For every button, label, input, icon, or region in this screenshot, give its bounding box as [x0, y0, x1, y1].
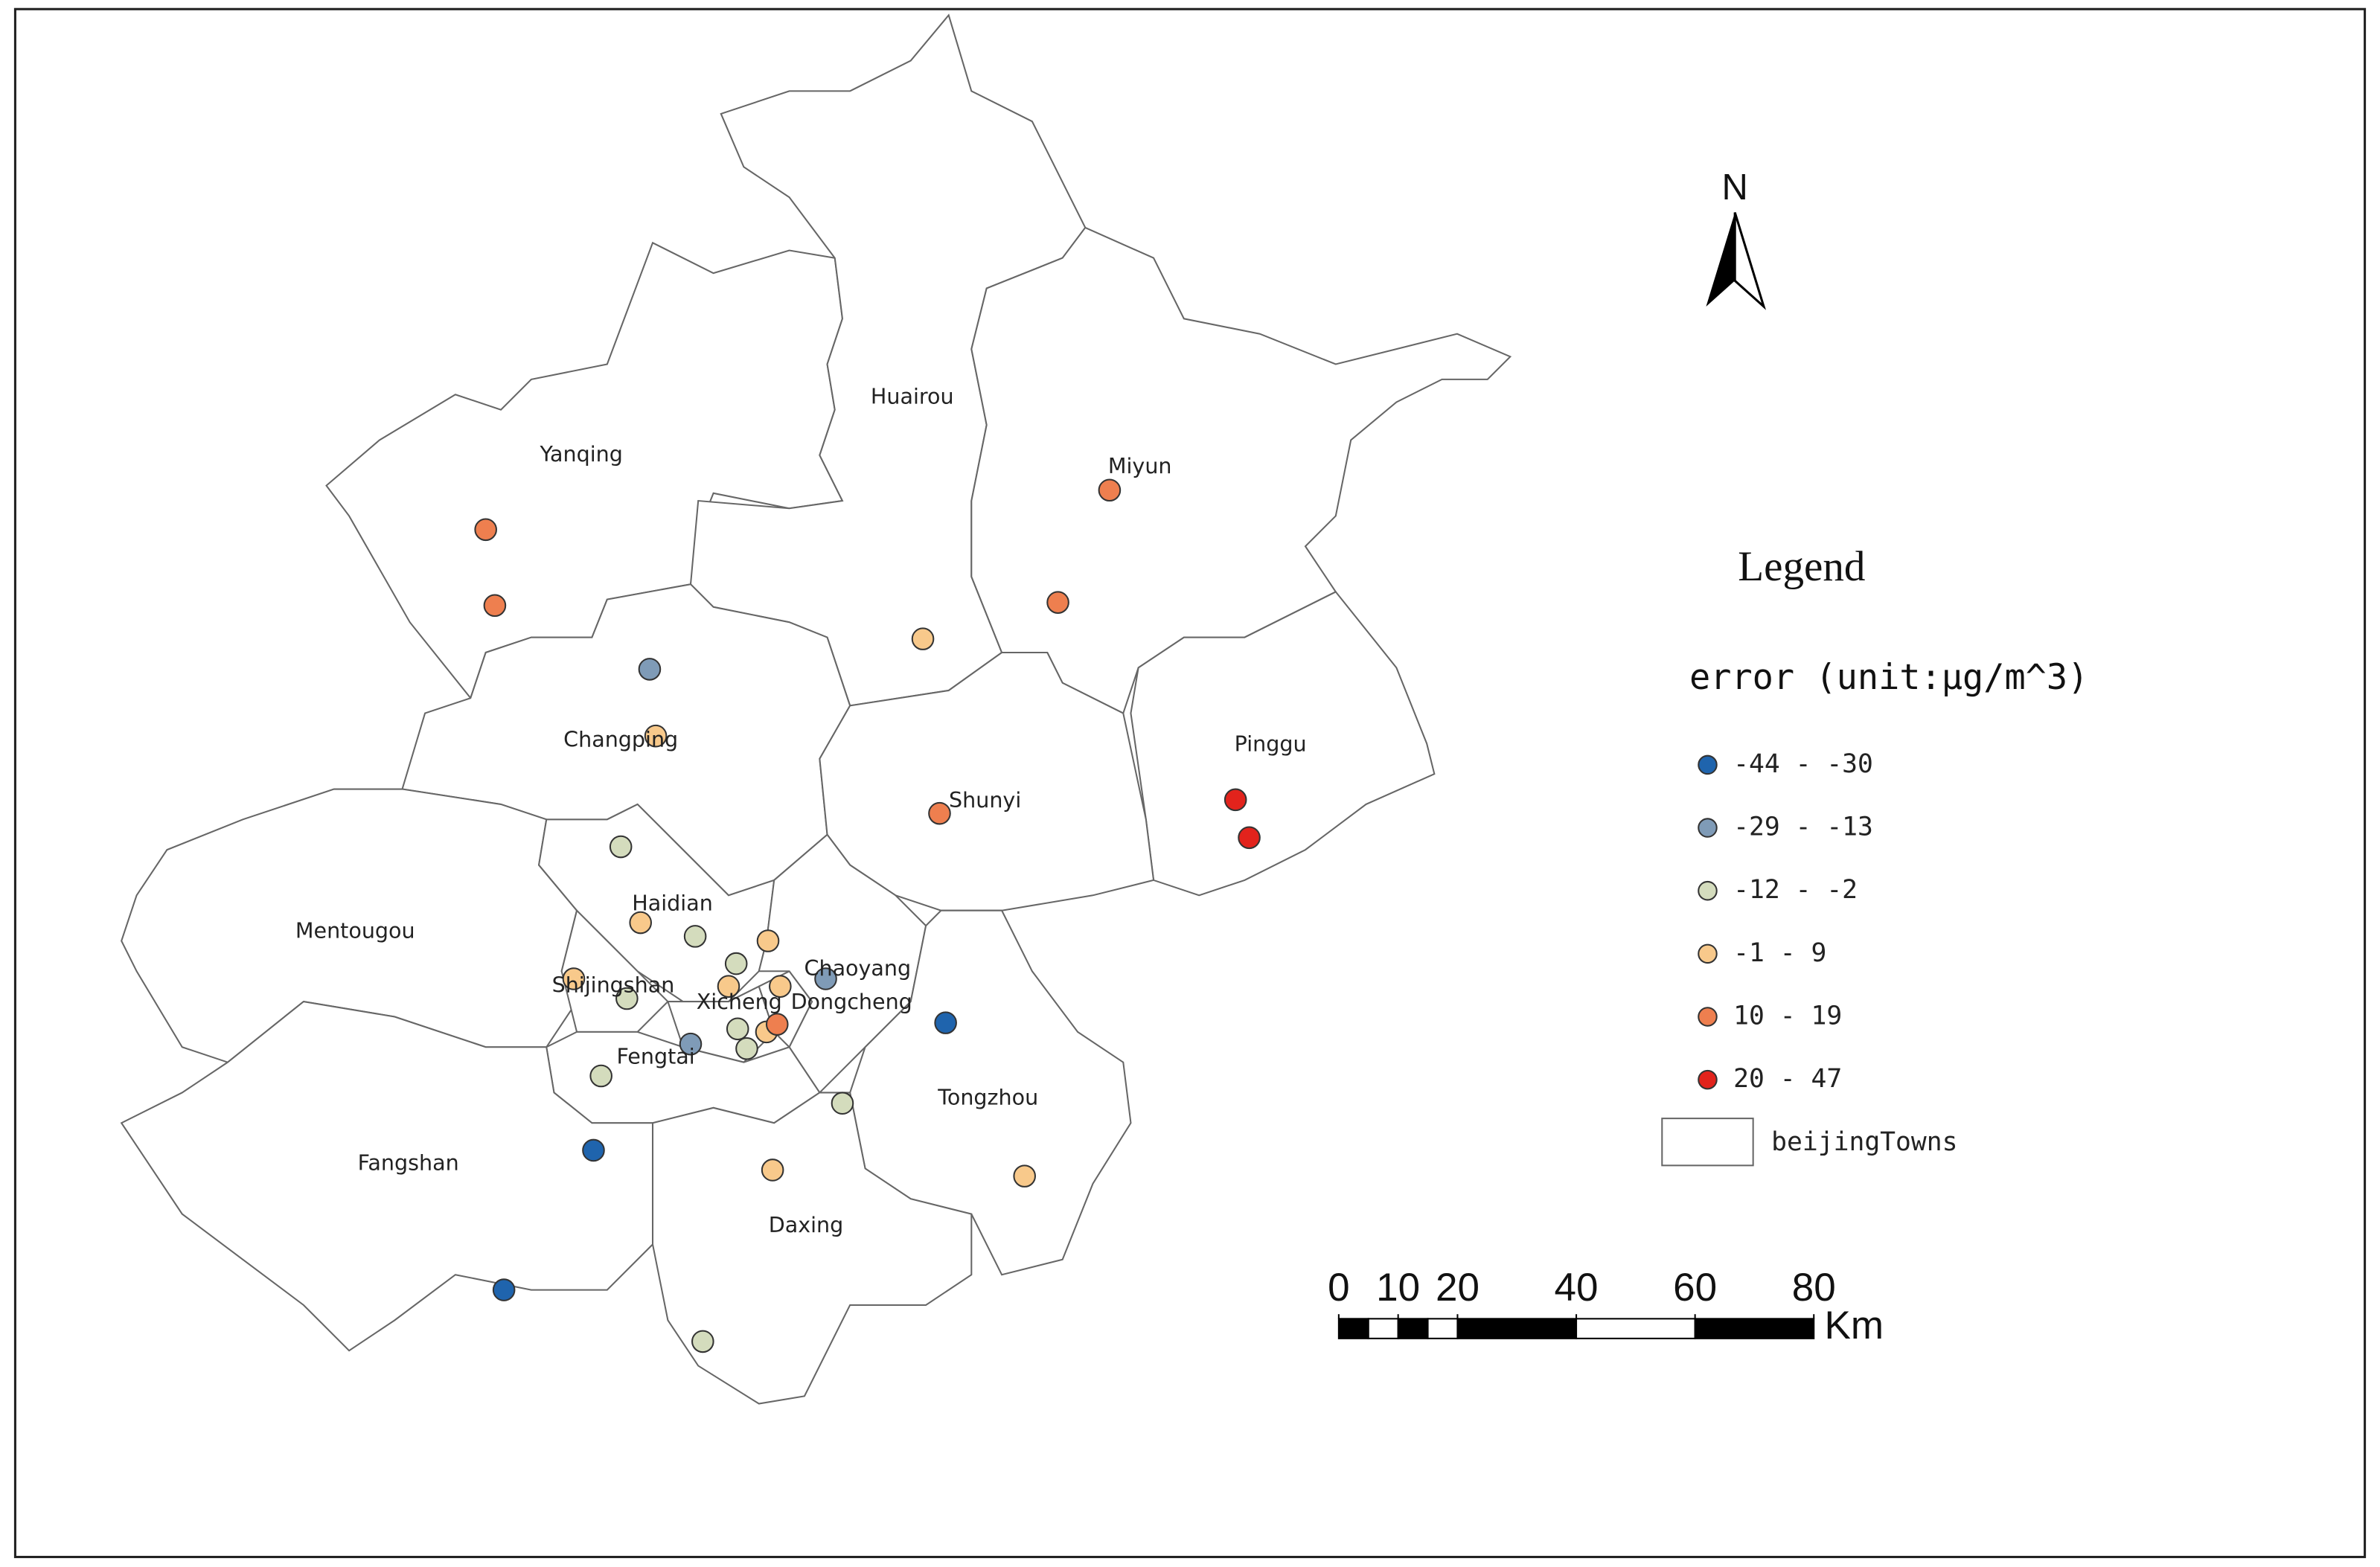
district-label: Fengtai: [616, 1044, 694, 1069]
station-point: [726, 1017, 749, 1041]
station-point: [683, 925, 707, 948]
scale-tick-label: 0: [1328, 1266, 1350, 1310]
legend-title: Legend: [1738, 543, 1865, 590]
station-point: [492, 1278, 516, 1301]
district-label: Miyun: [1108, 453, 1172, 478]
station-point: [615, 987, 639, 1010]
scale-segment: [1456, 1318, 1578, 1339]
legend-label: -29 - -13: [1733, 813, 1873, 842]
station-point: [562, 967, 586, 990]
districts: [120, 13, 1512, 1405]
district-label: Changping: [563, 726, 678, 752]
station-point: [1046, 591, 1069, 614]
scale-segment: [1397, 1318, 1429, 1339]
station-point: [1238, 826, 1261, 850]
legend-label: -44 - -30: [1733, 749, 1873, 779]
district-label: Xicheng: [697, 989, 782, 1014]
district-label: Shunyi: [949, 787, 1021, 813]
district-boundary: [849, 909, 1132, 1276]
scale-tick-label: 10: [1376, 1266, 1420, 1310]
north-arrow: [1706, 212, 1736, 307]
district-label: Daxing: [769, 1212, 844, 1237]
scale-segment: [1694, 1318, 1815, 1339]
district-label: Tongzhou: [937, 1085, 1038, 1110]
district-label: Shijingshan: [552, 972, 675, 998]
legend-layer-label: beijingTowns: [1771, 1127, 1957, 1157]
scale-tick-label: 60: [1673, 1266, 1717, 1310]
legend-label: 20 - 47: [1733, 1064, 1842, 1094]
legend-label: 10 - 19: [1733, 1001, 1842, 1031]
district-label: Fangshan: [358, 1150, 459, 1175]
legend-label: -1 - 9: [1733, 938, 1826, 968]
station-point: [582, 1138, 605, 1162]
district-label: Dongcheng: [791, 989, 912, 1014]
district-label: Huairou: [871, 383, 954, 408]
station-point: [629, 911, 652, 935]
scale-segment: [1367, 1318, 1399, 1339]
station-point: [1223, 788, 1247, 812]
station-point: [691, 1330, 714, 1353]
station-point: [474, 518, 497, 542]
station-point: [483, 594, 507, 618]
station-point: [1013, 1164, 1036, 1188]
district-label: Chaoyang: [804, 955, 912, 981]
station-point: [724, 952, 748, 975]
legend-field: error (unit:μg/m^3): [1689, 657, 2088, 698]
legend-swatch: [1698, 818, 1718, 838]
legend-label: -12 - -2: [1733, 875, 1858, 905]
station-point: [934, 1011, 957, 1034]
station-point: [717, 975, 740, 998]
legend-swatch: [1698, 1069, 1718, 1090]
station-point: [928, 801, 951, 825]
north-label: N: [1722, 167, 1748, 208]
scale-segment: [1427, 1318, 1459, 1339]
district-label: Mentougou: [295, 917, 415, 943]
scale-tick-label: 40: [1555, 1266, 1599, 1310]
station-point: [609, 835, 633, 859]
scale-segment: [1576, 1318, 1696, 1339]
district-label: Haidian: [632, 891, 713, 916]
station-point: [1098, 478, 1122, 502]
legend-swatch: [1698, 943, 1718, 964]
station-point: [679, 1032, 703, 1056]
legend-swatch: [1698, 1007, 1718, 1027]
district-boundary: [651, 1092, 973, 1405]
north-arrow: [1733, 212, 1767, 310]
scale-segment: [1337, 1318, 1369, 1339]
station-point: [831, 1092, 854, 1115]
station-point: [769, 975, 792, 998]
scale-tick-label: 80: [1792, 1266, 1836, 1310]
station-point: [814, 967, 837, 990]
station-point: [911, 627, 935, 650]
district-label: Yanqing: [539, 441, 622, 467]
station-point: [761, 1159, 784, 1182]
legend: -44 - -30 -29 - -13 -12 - -2 -1 - 9 10 - 19 2…: [1698, 749, 1873, 1094]
legend-swatch: [1698, 754, 1718, 775]
stations: [474, 478, 1261, 1353]
scale-tick-label: 20: [1436, 1266, 1479, 1310]
station-point: [765, 1013, 789, 1036]
scale-unit: Km: [1825, 1304, 1884, 1348]
legend-swatch: [1698, 880, 1718, 901]
district-label: Pinggu: [1235, 731, 1307, 756]
station-point: [589, 1064, 612, 1088]
station-point: [638, 658, 662, 681]
station-point: [644, 724, 668, 748]
legend-layer-swatch: [1661, 1118, 1754, 1167]
station-point: [735, 1037, 758, 1060]
station-point: [756, 929, 780, 952]
